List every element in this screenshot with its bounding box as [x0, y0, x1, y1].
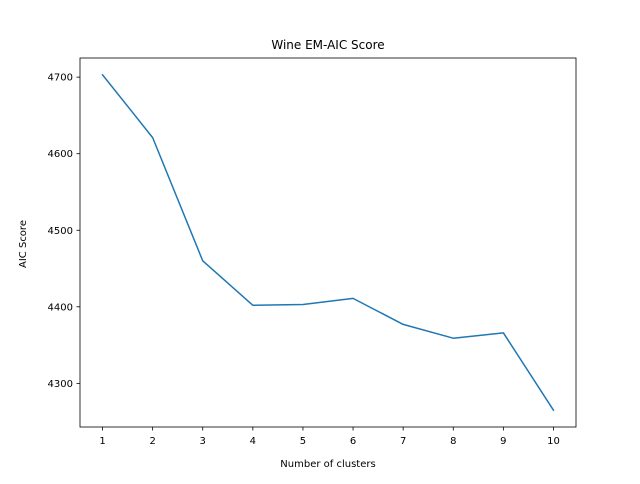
x-tick-label: 10 — [547, 436, 560, 447]
y-tick-label: 4300 — [48, 379, 73, 390]
y-tick-label: 4600 — [48, 149, 73, 160]
x-tick-label: 5 — [300, 436, 306, 447]
y-tick-label: 4500 — [48, 226, 73, 237]
y-tick-label: 4400 — [48, 302, 73, 313]
x-tick-label: 2 — [149, 436, 155, 447]
x-tick-label: 9 — [500, 436, 506, 447]
series-line-0 — [101, 73, 555, 412]
x-tick-label: 3 — [200, 436, 206, 447]
plot-frame — [79, 57, 577, 428]
y-tick-label: 4700 — [48, 73, 73, 84]
plot-area: 1 2 3 4 5 6 7 8 9 10 4300 4400 4500 4600 4700 — [48, 57, 577, 447]
x-tick-label: 7 — [400, 436, 406, 447]
y-axis-label: AIC Score — [18, 220, 29, 268]
chart-title: Wine EM-AIC Score — [271, 38, 384, 52]
x-tick-label: 1 — [99, 436, 105, 447]
x-tick-label: 6 — [350, 436, 356, 447]
x-axis-label: Number of clusters — [280, 459, 375, 470]
x-tick-label: 4 — [250, 436, 256, 447]
x-tick-label: 8 — [450, 436, 456, 447]
